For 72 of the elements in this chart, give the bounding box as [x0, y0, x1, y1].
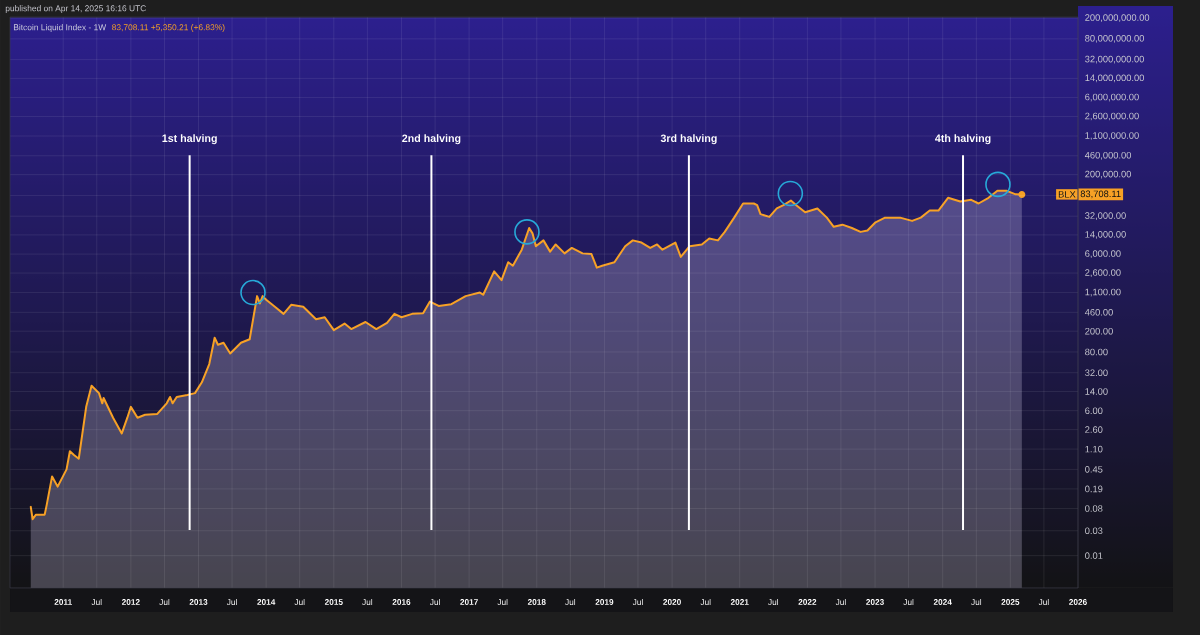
ref-line-label: 3rd halving — [660, 134, 717, 145]
y-tick-label: 0.08 — [1085, 505, 1103, 512]
y-tick-label: 80,000,000.00 — [1085, 35, 1145, 43]
y-tick-label: 6.00 — [1085, 407, 1103, 414]
point — [1018, 190, 1026, 198]
y-tick-label: 14.00 — [1085, 388, 1108, 395]
x-tick-label: Jul — [91, 598, 102, 606]
x-tick-label: Jul — [835, 598, 846, 606]
point — [985, 171, 1011, 198]
y-tick-label: 1,100,000.00 — [1085, 132, 1139, 140]
y-tick-label: 6,000,000.00 — [1085, 93, 1139, 102]
y-tick-label: 200,000.00 — [1085, 170, 1132, 179]
x-tick-label: Jul — [226, 598, 237, 606]
x-tick-label: 2013 — [189, 599, 208, 605]
y-tick-label: 460.00 — [1084, 309, 1113, 316]
y-tick-label: 32,000.00 — [1085, 212, 1126, 221]
y-tick-label: 200,000,000.00 — [1085, 14, 1150, 22]
x-tick-label: 2022 — [798, 599, 817, 605]
x-tick-label: Jul — [362, 598, 373, 606]
y-tick-label: 14,000.00 — [1085, 231, 1126, 239]
x-tick-label: 2024 — [933, 599, 952, 605]
x-tick-label: 2019 — [595, 599, 614, 605]
x-tick-label: 2025 — [1001, 599, 1020, 605]
y-tick-label: 80.00 — [1085, 348, 1108, 356]
x-tick-label: 2014 — [257, 599, 276, 605]
x-tick-label: 2020 — [663, 599, 681, 605]
ref-line-label: 1st halving — [162, 134, 217, 145]
x-tick-label: Jul — [159, 598, 170, 606]
y-tick-label: 1.10 — [1085, 445, 1103, 453]
ref-line-label: 4th halving — [935, 134, 991, 145]
y-tick-label: 460,000.00 — [1084, 151, 1132, 160]
ref-line-label: 2nd halving — [402, 134, 461, 145]
x-tick-label: 2026 — [1069, 599, 1087, 605]
y-tick-label: 0.03 — [1085, 527, 1103, 535]
x-tick-label: Jul — [294, 598, 305, 606]
text: 83,708.11 — [1080, 190, 1121, 199]
text: Bitcoin Liquid Index - 1W — [13, 24, 107, 32]
x-tick-label: Jul — [497, 598, 508, 606]
y-tick-label: 6,000.00 — [1085, 250, 1121, 258]
x-tick-label: Jul — [700, 598, 711, 606]
x-tick-label: Jul — [768, 598, 778, 606]
legend-label: BLX — [1058, 191, 1076, 198]
x-tick-label: 2012 — [121, 599, 140, 605]
point — [240, 279, 266, 306]
x-tick-label: 2021 — [730, 599, 749, 605]
y-tick-label: 14,000,000.00 — [1085, 74, 1145, 83]
x-tick-label: 2016 — [392, 599, 411, 605]
x-tick-label: Jul — [429, 598, 440, 606]
x-tick-label: 2011 — [54, 599, 72, 605]
text: published on Apr 14, 2025 16:16 UTC — [5, 5, 146, 13]
x-tick-label: Jul — [632, 598, 643, 606]
y-tick-label: 200.00 — [1085, 327, 1113, 335]
y-tick-label: 2.60 — [1085, 426, 1103, 433]
y-tick-label: 0.19 — [1085, 485, 1103, 493]
y-tick-label: 0.45 — [1085, 466, 1103, 473]
point — [777, 180, 804, 207]
x-tick-label: Jul — [1038, 598, 1049, 606]
x-tick-label: 2015 — [324, 599, 343, 605]
text: 83,708.11 +5,350.21 (+6.83%) — [112, 24, 225, 32]
y-tick-label: 32.00 — [1085, 369, 1108, 377]
y-tick-label: 2,600.00 — [1085, 269, 1121, 277]
y-tick-label: 0.01 — [1085, 552, 1103, 559]
x-tick-label: 2017 — [460, 599, 478, 605]
y-tick-label: 1,100.00 — [1085, 288, 1121, 297]
x-tick-label: 2018 — [527, 599, 546, 605]
x-tick-label: Jul — [903, 598, 914, 606]
y-tick-label: 32,000,000.00 — [1085, 55, 1145, 64]
x-tick-label: Jul — [565, 598, 576, 606]
x-tick-label: Jul — [971, 598, 982, 606]
y-tick-label: 2,600,000.00 — [1085, 112, 1139, 121]
point — [514, 219, 540, 245]
x-tick-label: 2023 — [866, 599, 884, 605]
